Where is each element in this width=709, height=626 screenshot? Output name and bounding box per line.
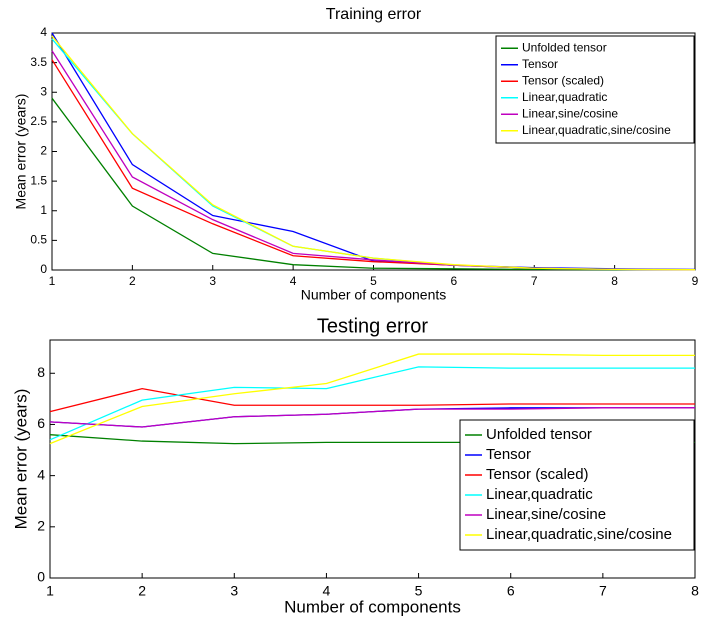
legend-label: Linear,quadratic — [522, 90, 607, 104]
x-tick-label: 7 — [599, 583, 607, 599]
series-line — [49, 387, 695, 413]
chart-title: Testing error — [317, 315, 428, 337]
x-axis-label: Number of components — [301, 287, 447, 303]
legend-label: Linear,quadratic,sine/cosine — [522, 123, 671, 137]
legend-label: Tensor (scaled) — [486, 466, 589, 483]
legend-label: Unfolded tensor — [522, 40, 607, 54]
y-axis-label: Mean error (years) — [13, 94, 29, 210]
legend-label: Unfolded tensor — [486, 426, 592, 443]
x-tick-label: 5 — [370, 274, 377, 288]
series-line — [49, 407, 695, 428]
y-tick-label: 1.5 — [30, 173, 47, 187]
y-tick-label: 2 — [37, 518, 45, 534]
y-tick-label: 2 — [40, 144, 47, 158]
x-tick-label: 5 — [415, 583, 423, 599]
legend-label: Tensor — [522, 57, 558, 71]
y-tick-label: 0.5 — [30, 233, 47, 247]
x-tick-label: 3 — [230, 583, 238, 599]
x-tick-label: 2 — [129, 274, 136, 288]
y-tick-label: 4 — [40, 25, 47, 39]
series-line — [51, 35, 696, 271]
y-tick-label: 1 — [40, 203, 47, 217]
x-axis-label: Number of components — [284, 597, 461, 616]
legend-label: Linear,quadratic — [486, 486, 593, 503]
y-tick-label: 0 — [40, 262, 47, 276]
x-tick-label: 6 — [451, 274, 458, 288]
x-tick-label: 3 — [209, 274, 216, 288]
x-tick-label: 7 — [531, 274, 538, 288]
plot-frame — [49, 339, 696, 579]
y-tick-label: 6 — [37, 415, 45, 431]
y-axis-label: Mean error (years) — [11, 389, 30, 530]
legend-label: Tensor — [486, 446, 531, 463]
legend-label: Linear,sine/cosine — [486, 506, 606, 523]
x-tick-label: 6 — [507, 583, 515, 599]
legend: Unfolded tensor Tensor Tensor (scaled) Line… — [495, 35, 695, 144]
x-tick-label: 1 — [46, 583, 54, 599]
legend-box — [459, 419, 695, 551]
chart-title: Training error — [326, 6, 422, 23]
x-tick-label: 1 — [49, 274, 56, 288]
y-tick-label: 0 — [37, 569, 45, 585]
y-tick-label: 8 — [37, 364, 45, 380]
series-line — [49, 353, 695, 445]
x-tick-label: 4 — [290, 274, 297, 288]
x-tick-label: 4 — [323, 583, 331, 599]
series-line — [49, 366, 695, 441]
y-tick-label: 2.5 — [30, 114, 47, 128]
x-tick-label: 8 — [611, 274, 618, 288]
x-tick-label: 8 — [691, 583, 699, 599]
y-tick-label: 4 — [37, 466, 45, 482]
x-tick-label: 2 — [138, 583, 146, 599]
y-tick-label: 3.5 — [30, 55, 47, 69]
legend-label: Linear,quadratic,sine/cosine — [486, 526, 672, 543]
y-tick-label: 3 — [40, 84, 47, 98]
legend-label: Linear,sine/cosine — [522, 106, 618, 120]
legend-box — [495, 35, 695, 144]
legend: Unfolded tensor Tensor Tensor (scaled) Line… — [459, 419, 695, 551]
x-tick-label: 9 — [692, 274, 699, 288]
legend-label: Tensor (scaled) — [522, 73, 604, 87]
